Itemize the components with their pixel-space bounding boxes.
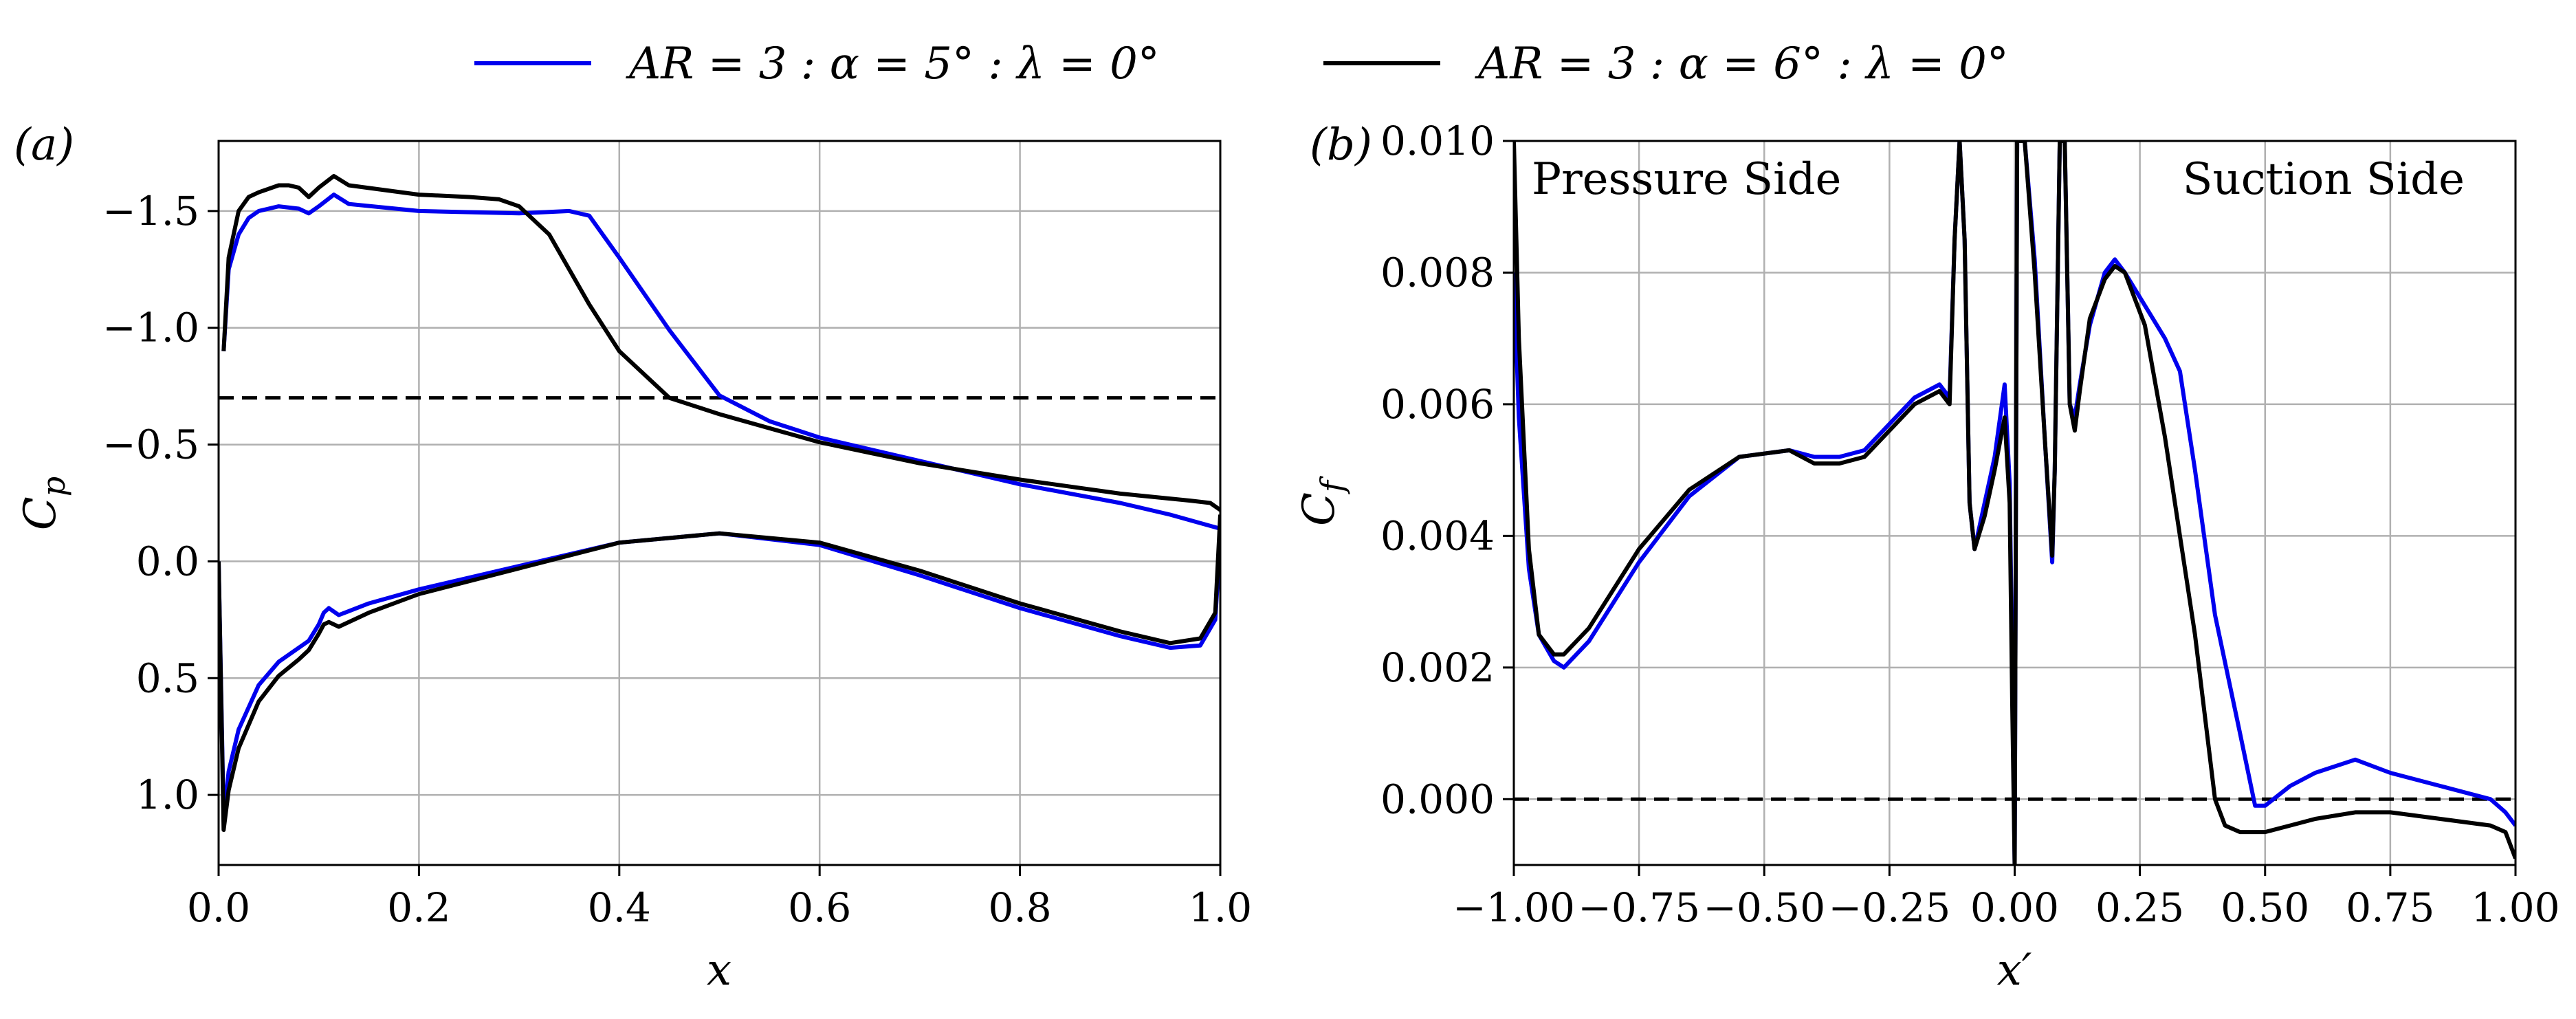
panel-b-y-tick-label: 0.008: [1380, 249, 1495, 296]
panel-a-series-2-line-segment-2: [219, 514, 1220, 832]
panel-b-y-tick-label: 0.010: [1380, 118, 1495, 164]
panel-b-y-axis-label-sub: f: [1314, 476, 1351, 494]
panel-b-annotation-pressure-side: Pressure Side: [1532, 154, 1841, 205]
panel-a-series: [219, 174, 1220, 832]
panel-b-y-tick-label: 0.000: [1380, 776, 1495, 822]
panel-a-axes-frame: [217, 140, 1222, 866]
panel-b-y-axis-label: Cf: [1294, 476, 1351, 526]
panel-a-y-tick-label: 0.5: [136, 655, 199, 701]
panel-a-grid: [217, 141, 1222, 865]
panel-b-series: [1514, 141, 2516, 865]
panel-b: (b) −1.00 −0.75 −0.50 −0.25 0.00 0.25 0.50 0.75…: [1294, 118, 2560, 996]
panel-b-x-ticks: −1.00 −0.75 −0.50 −0.25 0.00 0.25 0.50 0.75 1.00: [1453, 865, 2560, 931]
panel-a-x-tick-label: 0.8: [988, 884, 1051, 931]
panel-a-series-1-line-segment-2: [219, 531, 1220, 821]
panel-a-x-tick-label: 0.0: [187, 884, 250, 931]
panel-a-x-tick-label: 0.6: [788, 884, 851, 931]
panel-b-y-tick-label: 0.002: [1380, 644, 1495, 691]
panel-b-label: (b): [1310, 120, 1372, 171]
panel-b-x-tick-label: −0.25: [1829, 884, 1951, 931]
panel-a-y-tick-label: −0.5: [102, 421, 199, 468]
panel-b-annotation-suction-side: Suction Side: [2183, 154, 2465, 205]
panel-b-y-ticks: 0.000 0.002 0.004 0.006 0.008 0.010: [1380, 118, 1514, 822]
panel-a-x-axis-label: x: [707, 945, 731, 996]
panel-b-y-axis-label-c: C: [1294, 492, 1345, 526]
panel-b-x-tick-label: −0.50: [1703, 884, 1825, 931]
legend-label-series-1: AR = 3 : α = 5° : λ = 0°: [626, 39, 1160, 89]
panel-a: (a) 0.0 0.2 0.4 0.6 0.8 1.0 −1.5−1.0−0.50.00.…: [14, 120, 1252, 996]
panel-a-y-axis-label-sub: p: [35, 476, 72, 496]
panel-b-x-tick-label: 0.75: [2346, 884, 2434, 931]
panel-a-series-2-line-segment-1: [221, 174, 1220, 512]
legend-label-series-2: AR = 3 : α = 6° : λ = 0°: [1475, 39, 2009, 89]
panel-a-series-1-line-segment-1: [221, 193, 1220, 531]
panel-b-x-tick-label: 0.50: [2221, 884, 2309, 931]
panel-a-y-tick-label: 1.0: [136, 771, 199, 818]
panel-a-y-axis-label: Cp: [15, 476, 72, 530]
panel-b-x-axis-label: x′: [1997, 945, 2032, 996]
panel-b-x-tick-label: 1.00: [2471, 884, 2560, 931]
panel-b-series-2-line: [1514, 141, 2516, 865]
panel-a-x-tick-label: 0.2: [387, 884, 450, 931]
panel-b-y-tick-label: 0.004: [1380, 512, 1495, 559]
panel-b-y-tick-label: 0.006: [1380, 381, 1495, 428]
panel-a-y-tick-label: −1.0: [102, 305, 199, 351]
legend: AR = 3 : α = 5° : λ = 0° AR = 3 : α = 6°…: [474, 39, 2009, 89]
panel-b-x-tick-label: 0.00: [1970, 884, 2059, 931]
panel-a-x-tick-label: 0.4: [588, 884, 651, 931]
panel-b-x-tick-label: −0.75: [1578, 884, 1700, 931]
panel-a-y-tick-label: −1.5: [102, 188, 199, 234]
panel-b-x-tick-label: −1.00: [1453, 884, 1575, 931]
panel-a-x-tick-label: 1.0: [1189, 884, 1252, 931]
panel-a-label: (a): [14, 120, 74, 171]
panel-a-y-axis-label-c: C: [15, 496, 66, 530]
panel-b-x-tick-label: 0.25: [2095, 884, 2184, 931]
panel-a-y-ticks: −1.5 −1.0 −0.5 0.0 0.5 1.0: [102, 188, 219, 818]
panel-a-x-ticks: 0.0 0.2 0.4 0.6 0.8 1.0: [187, 865, 1252, 931]
panel-a-y-tick-label: 0.0: [136, 538, 199, 584]
